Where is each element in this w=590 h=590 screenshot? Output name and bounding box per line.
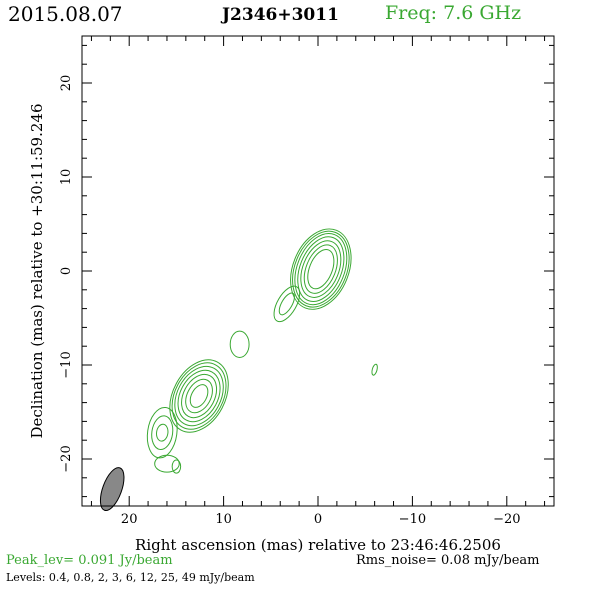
contour-line <box>154 454 180 473</box>
contour-line <box>273 285 301 323</box>
contour-line <box>185 378 213 414</box>
axis-ticks <box>82 36 554 506</box>
contour-line <box>300 240 342 298</box>
contour-line <box>177 369 221 423</box>
x-tick-label: −20 <box>493 512 520 527</box>
contour-line <box>174 365 224 427</box>
frequency-label: Freq: 7.6 GHz <box>385 2 522 24</box>
x-axis-label: Right ascension (mas) relative to 23:46:… <box>135 536 501 554</box>
x-tick-label: 0 <box>314 512 322 527</box>
contour-line <box>307 248 335 290</box>
contour-line <box>181 373 218 419</box>
y-tick-label: 0 <box>59 267 74 275</box>
plot-frame <box>81 35 555 507</box>
contour-line <box>156 423 169 442</box>
peak-level: Peak_lev= 0.091 Jy/beam <box>6 553 173 568</box>
contour-line <box>189 384 209 408</box>
contour-levels: Levels: 0.4, 0.8, 2, 3, 6, 12, 25, 49 mJ… <box>6 571 255 584</box>
contour-line <box>171 459 182 474</box>
beam-ellipse <box>99 467 125 512</box>
contour-line <box>292 230 350 308</box>
contour-line <box>169 359 229 433</box>
contour-line <box>171 362 227 430</box>
contour-line <box>371 363 378 376</box>
contour-layer <box>146 228 378 474</box>
contour-line <box>146 406 178 459</box>
contour-line <box>303 244 338 294</box>
contour-line <box>151 415 174 450</box>
y-axis-label: Declination (mas) relative to +30:11:59.… <box>28 103 46 438</box>
contour-line <box>294 233 348 306</box>
y-tick-label: 20 <box>59 75 74 92</box>
tick-labels: 20 10 0 −10 −20 20 10 0 −10 −20 <box>59 75 521 527</box>
observation-date: 2015.08.07 <box>8 2 123 26</box>
contour-line <box>290 228 352 310</box>
rms-noise: Rms_noise= 0.08 mJy/beam <box>356 553 540 568</box>
y-tick-label: 10 <box>59 169 74 186</box>
contour-line <box>297 236 345 302</box>
x-tick-label: 10 <box>215 512 232 527</box>
y-tick-label: −20 <box>59 445 74 472</box>
beam-layer <box>99 467 125 512</box>
source-name: J2346+3011 <box>222 5 339 25</box>
contour-line <box>229 330 250 358</box>
x-tick-label: 20 <box>121 512 138 527</box>
x-tick-label: −10 <box>399 512 426 527</box>
y-tick-label: −10 <box>59 351 74 378</box>
contour-line <box>278 292 295 316</box>
